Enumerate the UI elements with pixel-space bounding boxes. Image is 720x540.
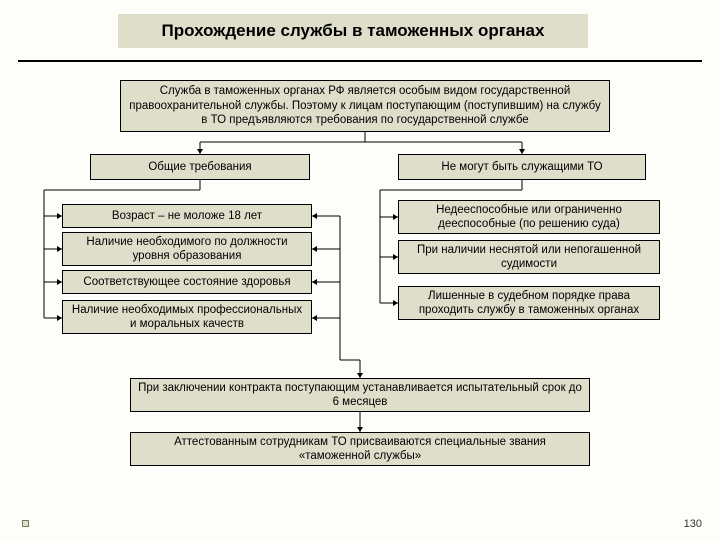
left-item-age: Возраст – не моложе 18 лет (62, 204, 312, 228)
intro-text: Служба в таможенных органах РФ является … (120, 80, 610, 132)
right-item-court-ban: Лишенные в судебном порядке права проход… (398, 286, 660, 320)
left-column-header: Общие требования (90, 154, 310, 180)
right-item-incapable: Недееспособные или ограниченно дееспособ… (398, 200, 660, 234)
left-item-health: Соответствующее состояние здоровья (62, 270, 312, 294)
right-column-header: Не могут быть служащими ТО (398, 154, 646, 180)
left-item-qualities: Наличие необходимых профессиональных и м… (62, 300, 312, 334)
footer-probation: При заключении контракта поступающим уст… (130, 378, 590, 412)
footer-marker-icon (22, 520, 29, 527)
footer-ranks: Аттестованным сотрудникам ТО присваивают… (130, 432, 590, 466)
page-number: 130 (684, 518, 702, 530)
right-item-conviction: При наличии неснятой или непогашенной су… (398, 240, 660, 274)
left-item-education: Наличие необходимого по должности уровня… (62, 232, 312, 266)
page-title: Прохождение службы в таможенных органах (118, 14, 588, 48)
title-underline (18, 60, 702, 62)
